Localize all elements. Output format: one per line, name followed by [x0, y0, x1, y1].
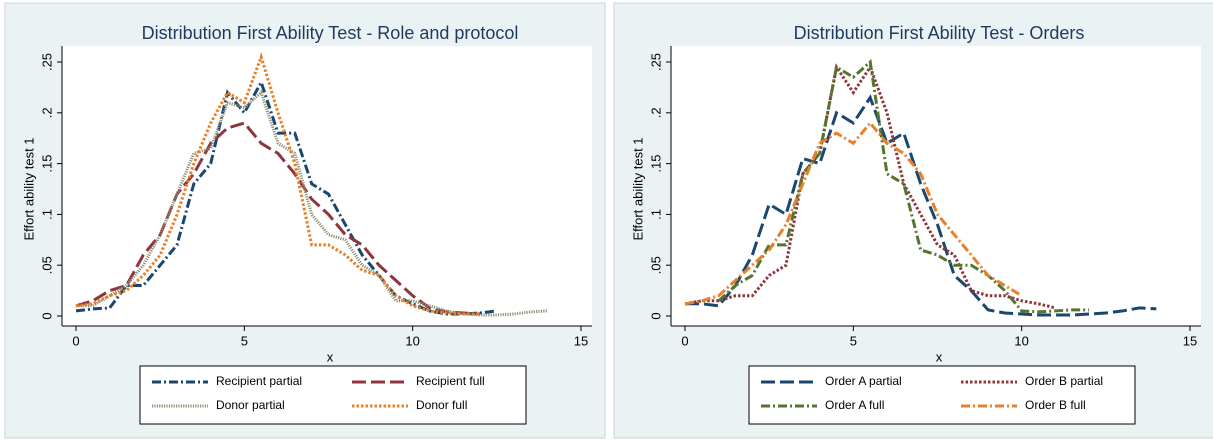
series-line [76, 89, 548, 317]
y-tick-label: .15 [648, 155, 663, 173]
y-tick-label: 0 [648, 312, 663, 319]
chart-title: Distribution First Ability Test - Orders [794, 23, 1085, 43]
legend-label: Donor full [416, 398, 467, 412]
series-line [75, 52, 480, 316]
y-tick-label: .05 [648, 256, 663, 274]
y-tick-label: .25 [648, 53, 663, 71]
series-line [684, 120, 1023, 306]
x-axis-title: x [327, 349, 334, 364]
legend-label: Order A partial [825, 374, 902, 388]
x-tick-label: 15 [1183, 333, 1197, 348]
y-axis-title: Effort ability test 1 [21, 137, 36, 240]
y-tick-label: .05 [39, 256, 54, 274]
x-tick-label: 0 [681, 333, 688, 348]
x-axis-title: x [936, 349, 943, 364]
x-tick-label: 10 [1014, 333, 1028, 348]
y-tick-label: .2 [39, 107, 54, 118]
legend-label: Order A full [825, 398, 884, 412]
series-line [717, 59, 1089, 314]
y-tick-label: .1 [648, 209, 663, 220]
legend-label: Recipient partial [216, 374, 302, 388]
chart-title: Distribution First Ability Test - Role a… [142, 23, 519, 43]
y-tick-label: .15 [39, 155, 54, 173]
legend-label: Order B full [1025, 398, 1086, 412]
y-axis-title: Effort ability test 1 [630, 137, 645, 240]
x-tick-label: 0 [72, 333, 79, 348]
legend-label: Order B partial [1025, 374, 1103, 388]
legend-label: Donor partial [216, 398, 285, 412]
series-line [685, 94, 1157, 317]
y-tick-label: .2 [648, 107, 663, 118]
legend-box [748, 365, 1136, 425]
y-tick-label: .1 [39, 209, 54, 220]
y-tick-label: .25 [39, 53, 54, 71]
plot-area [671, 46, 1201, 326]
x-tick-label: 5 [241, 333, 248, 348]
x-tick-label: 5 [850, 333, 857, 348]
series-line [75, 121, 481, 316]
y-tick-label: 0 [39, 312, 54, 319]
legend-box [139, 365, 527, 425]
x-tick-label: 15 [574, 333, 588, 348]
legend-label: Recipient full [416, 374, 485, 388]
x-tick-label: 10 [405, 333, 419, 348]
